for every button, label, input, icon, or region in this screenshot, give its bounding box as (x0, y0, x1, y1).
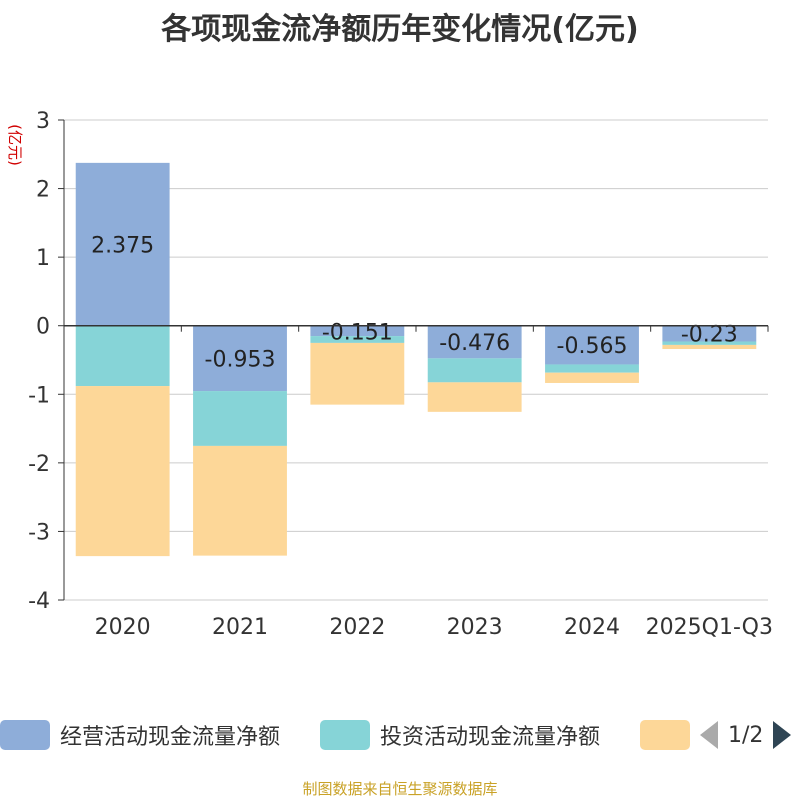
legend-label-investing: 投资活动现金流量净额 (380, 725, 601, 750)
y-tick-label: 3 (36, 109, 50, 134)
data-label: -0.151 (322, 321, 393, 346)
bar-financing (662, 344, 757, 350)
legend-swatch-financing (640, 720, 690, 750)
x-tick-label: 2022 (329, 615, 385, 640)
legend-label-operating: 经营活动现金流量净额 (60, 725, 281, 750)
data-label: -0.565 (557, 334, 628, 359)
bar-investing (662, 341, 757, 345)
data-label: 2.375 (91, 233, 154, 258)
bar-financing (545, 372, 639, 383)
x-tick-label: 2023 (447, 615, 503, 640)
x-tick-label: 2021 (212, 615, 268, 640)
y-axis-label: (亿元) (6, 124, 24, 166)
legend-item-operating[interactable]: 经营活动现金流量净额 (0, 718, 280, 752)
bar-operating (427, 325, 522, 359)
bar-investing (75, 325, 170, 387)
legend-item-investing[interactable]: 投资活动现金流量净额 (320, 718, 600, 752)
legend-swatch-operating (0, 720, 50, 750)
x-tick-label: 2020 (95, 615, 151, 640)
legend-pager: 1/2 (700, 718, 792, 752)
legend-swatch-investing (320, 720, 370, 750)
data-label: -0.476 (439, 331, 510, 356)
bar-financing (75, 386, 170, 557)
legend-page-indicator: 1/2 (728, 722, 764, 748)
bar-financing (193, 445, 287, 556)
chart-title: 各项现金流净额历年变化情况(亿元) (161, 12, 639, 47)
legend-prev-arrow-icon[interactable] (700, 721, 718, 749)
y-tick-label: -1 (28, 383, 50, 408)
bar-investing (545, 364, 639, 373)
bar-financing (427, 382, 522, 412)
bar-investing (193, 391, 287, 446)
y-tick-label: -3 (28, 520, 50, 545)
bar-operating (193, 325, 287, 392)
x-tick-label: 2024 (564, 615, 620, 640)
bar-operating (75, 162, 170, 326)
bar-operating (310, 325, 405, 337)
bar-investing (310, 336, 405, 343)
bar-financing (310, 342, 405, 405)
y-tick-label: 2 (36, 178, 50, 203)
x-tick-label: 2025Q1-Q3 (646, 615, 773, 640)
bar-operating (545, 325, 639, 365)
data-label: -0.23 (681, 323, 738, 348)
source-note: 制图数据来自恒生聚源数据库 (302, 780, 498, 798)
y-tick-label: 0 (36, 315, 50, 340)
data-label: -0.953 (205, 347, 276, 372)
bar-investing (427, 358, 522, 383)
bar-operating (662, 325, 757, 342)
y-tick-label: 1 (36, 246, 50, 271)
legend-item-financing[interactable] (640, 718, 700, 752)
y-tick-label: -2 (28, 452, 50, 477)
y-tick-label: -4 (28, 589, 50, 614)
legend-next-arrow-icon[interactable] (773, 721, 792, 749)
